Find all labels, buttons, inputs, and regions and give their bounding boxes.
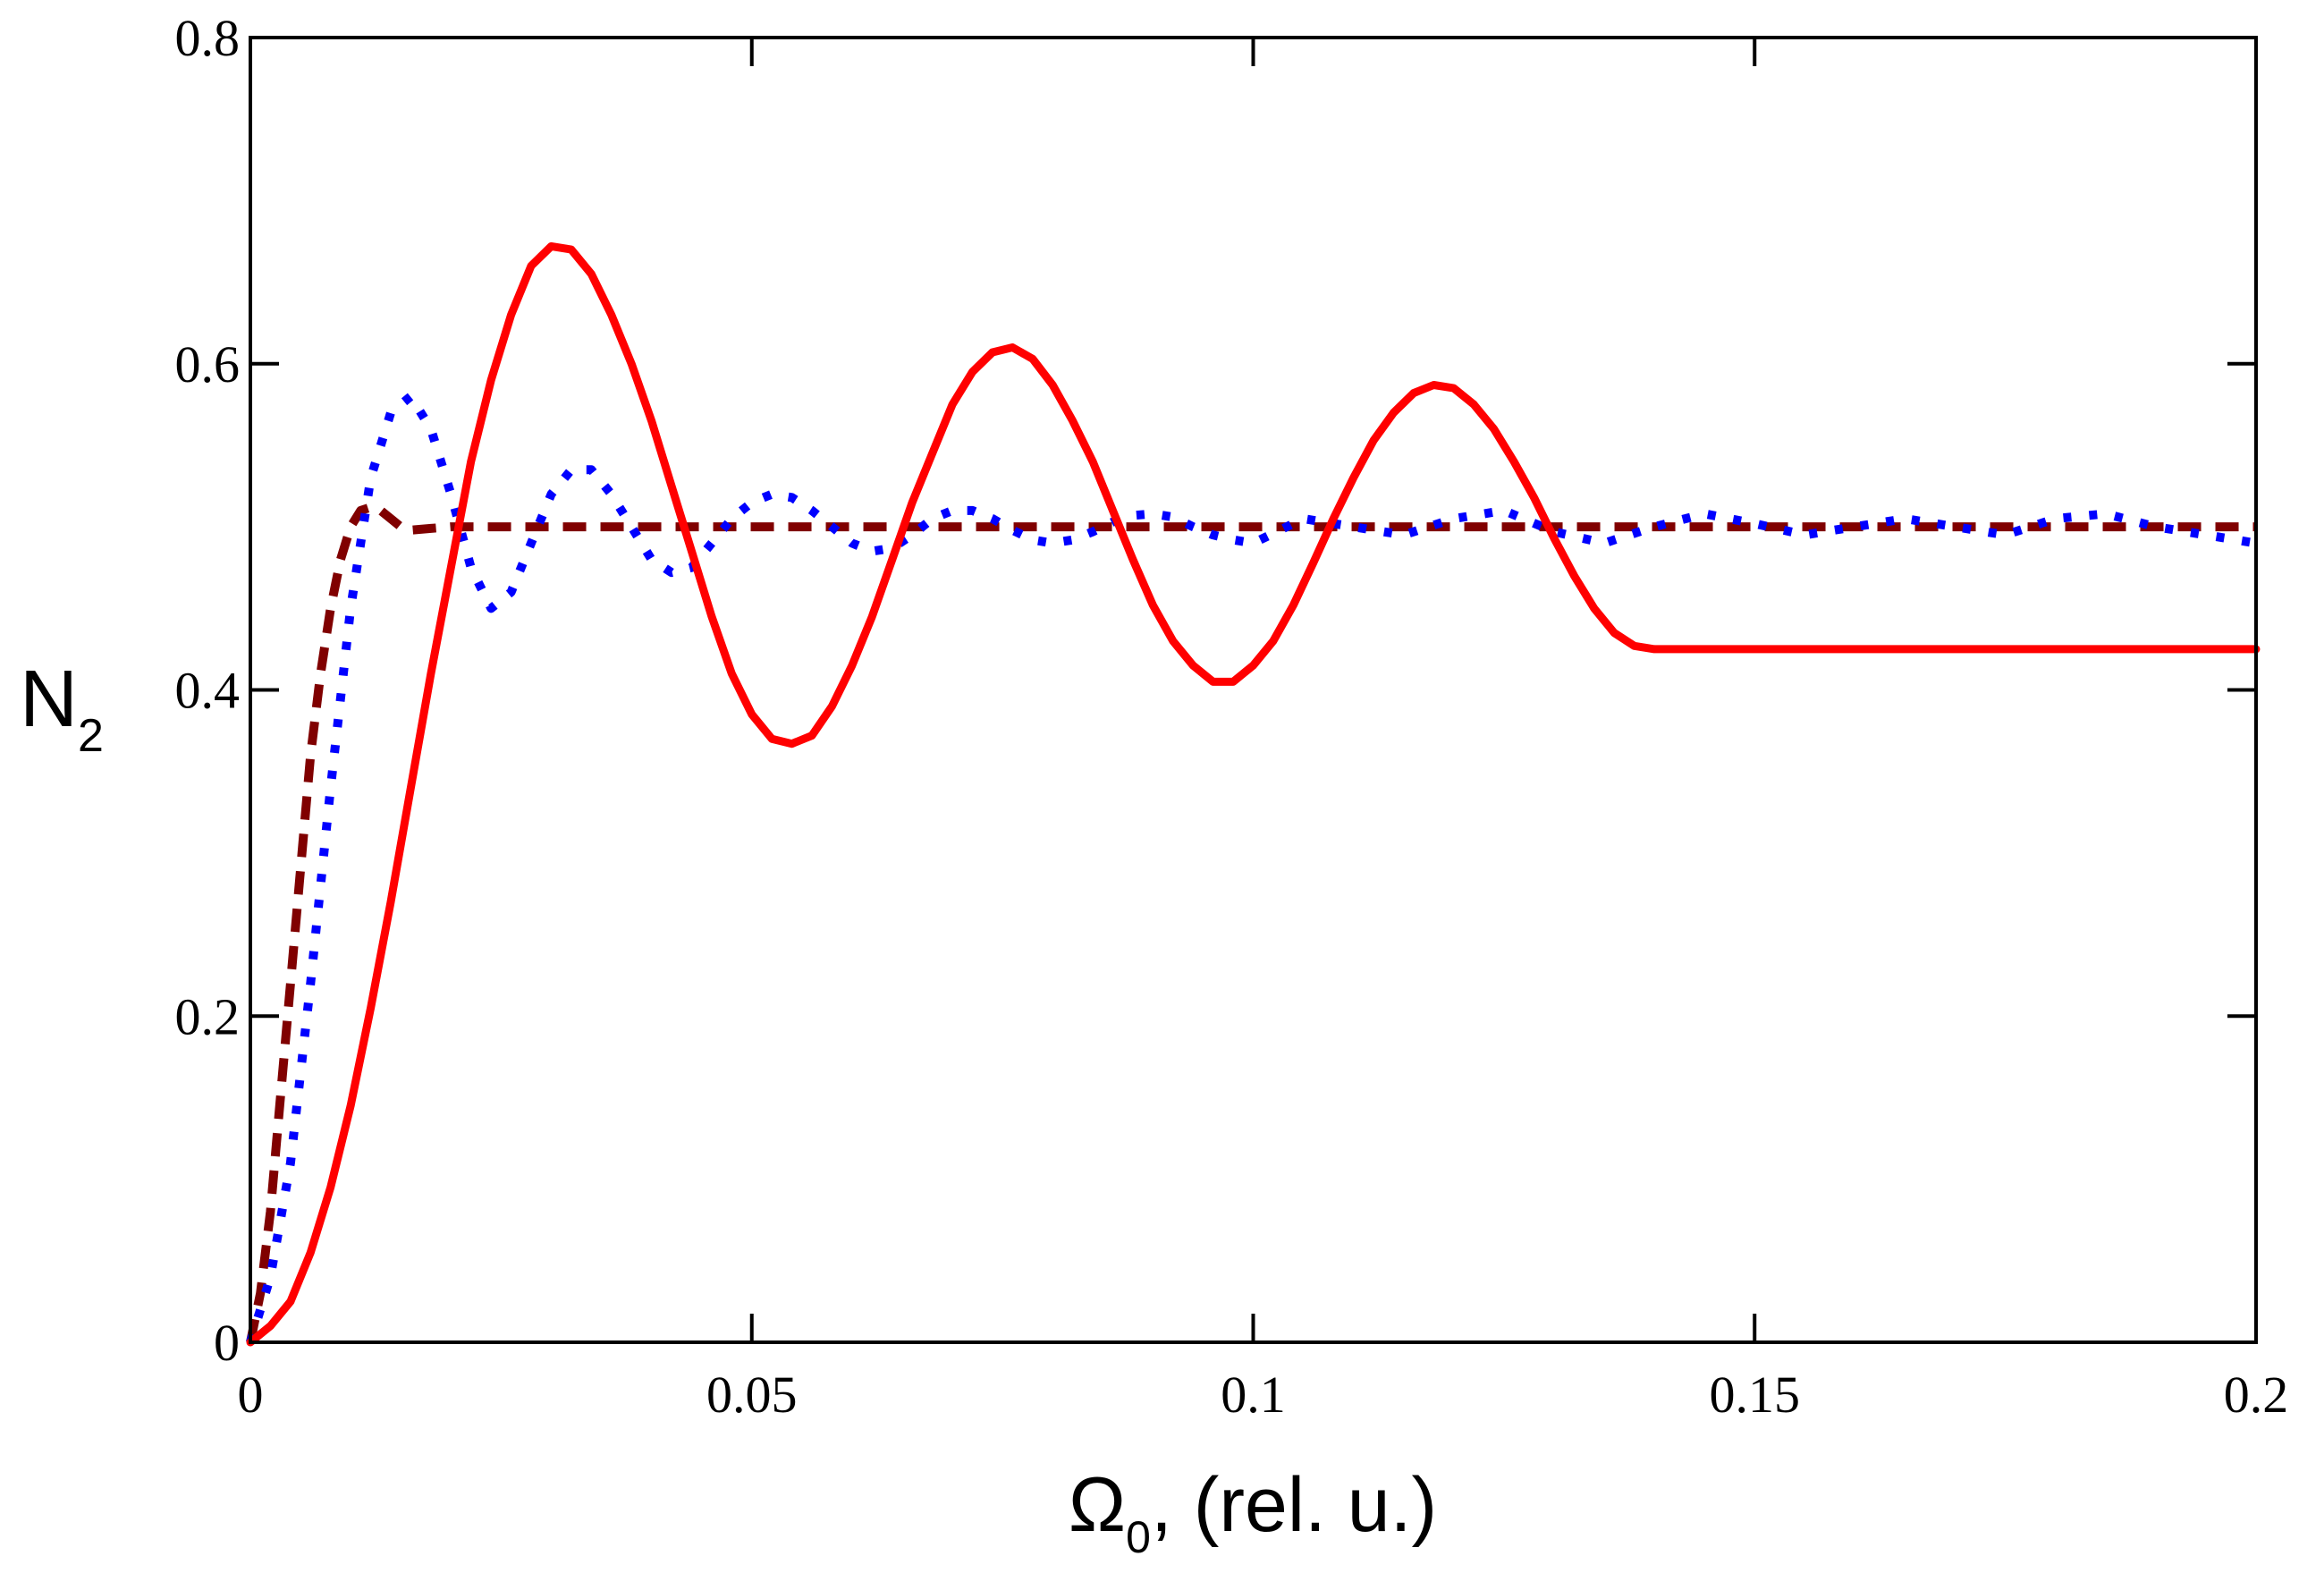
x-axis-symbol: Ω [1069, 1462, 1126, 1548]
x-tick-label: 0.2 [2224, 1366, 2289, 1424]
x-axis-title: Ω0, (rel. u.) [1069, 1462, 1437, 1562]
x-tick-label: 0 [238, 1366, 264, 1424]
y-tick-label: 0 [214, 1314, 240, 1372]
y-tick-label: 0.6 [175, 335, 241, 393]
y-axis-subscript: 2 [78, 710, 104, 762]
x-tick-label: 0.1 [1221, 1366, 1286, 1424]
x-axis-text: , (rel. u.) [1151, 1462, 1437, 1548]
x-tick-label: 0.05 [706, 1366, 798, 1424]
x-tick-label: 0.15 [1710, 1366, 1801, 1424]
series-layer [246, 241, 2261, 1347]
series-line-solid [246, 241, 2261, 1347]
x-axis-subscript: 0 [1126, 1512, 1151, 1562]
tick-layer: 0 0.05 0.1 0.15 0.2 0 0.2 0.4 0.6 0.8 [175, 9, 2289, 1424]
y-axis-symbol: N [20, 655, 78, 744]
y-tick-label: 0.4 [175, 662, 241, 720]
y-axis-title: N2 [20, 655, 104, 762]
y-tick-label: 0.8 [175, 9, 241, 67]
y-tick-label: 0.2 [175, 987, 241, 1045]
